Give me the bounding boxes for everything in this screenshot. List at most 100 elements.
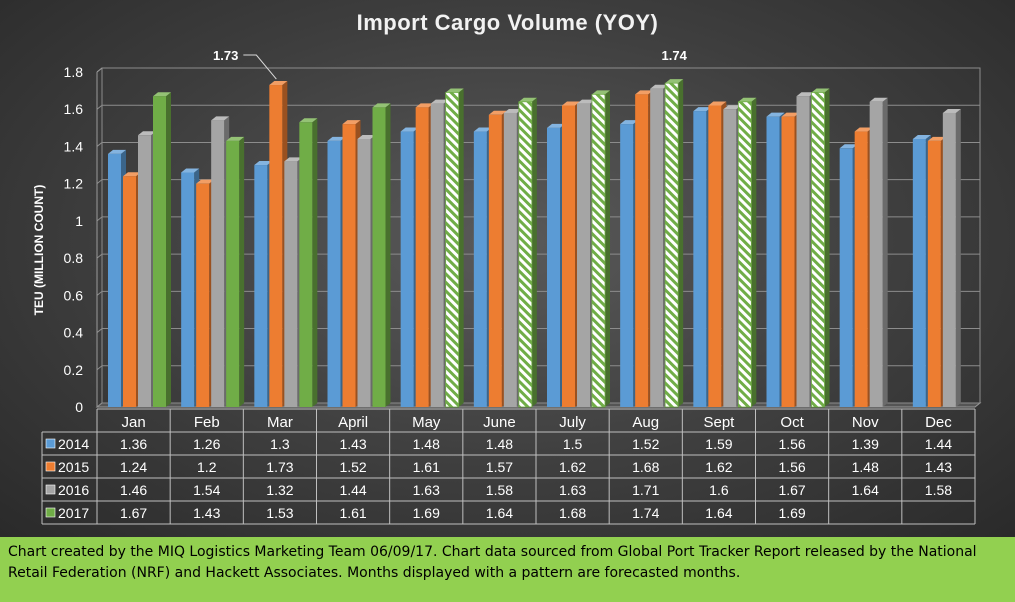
bar-front <box>327 140 341 407</box>
y-tick-label: 0 <box>75 399 83 415</box>
table-value: 1.63 <box>413 482 440 498</box>
bar-front <box>123 176 136 407</box>
bar-front <box>473 131 487 408</box>
bar-top <box>708 101 727 106</box>
x-tick-label: May <box>412 414 441 431</box>
bar-front <box>299 122 313 407</box>
table-value: 1.58 <box>925 482 952 498</box>
chart-title: Import Cargo Volume (YOY) <box>356 10 659 35</box>
table-value: 1.61 <box>339 505 366 521</box>
bar-front <box>723 109 737 407</box>
bar-front <box>488 114 502 408</box>
bar-top <box>562 101 580 106</box>
bar-side <box>531 97 537 408</box>
table-value: 1.52 <box>632 436 659 452</box>
bar-front <box>445 92 460 408</box>
bar <box>299 118 318 407</box>
y-tick-label: 1 <box>75 213 83 229</box>
data-annotation: 1.74 <box>662 48 688 63</box>
y-tick-label: 0.8 <box>64 250 84 266</box>
y-tick-label: 0.4 <box>64 325 84 341</box>
bar-front <box>708 105 722 407</box>
table-value: 1.43 <box>193 505 220 521</box>
table-value: 1.67 <box>778 482 805 498</box>
x-tick-label: Aug <box>632 414 659 431</box>
bar-top <box>269 81 288 86</box>
bar-top <box>665 79 684 84</box>
table-value: 1.32 <box>266 482 293 498</box>
bar-top <box>153 92 171 97</box>
table-value: 1.68 <box>632 459 659 475</box>
bar-front <box>781 116 795 408</box>
bar-front <box>357 139 371 407</box>
x-tick-label: Mar <box>267 414 293 431</box>
bar-top <box>781 112 800 117</box>
bar-top <box>372 103 391 108</box>
bar-front <box>108 153 121 407</box>
table-value: 1.52 <box>339 459 366 475</box>
table-value: 1.71 <box>632 482 659 498</box>
table-value: 1.44 <box>925 436 952 452</box>
bar-top <box>854 127 873 132</box>
table-value: 1.44 <box>339 482 366 498</box>
table-value: 1.3 <box>270 436 290 452</box>
bar-front <box>138 135 151 407</box>
bar <box>942 108 961 407</box>
bar-top <box>723 105 742 110</box>
bar-front <box>211 120 225 407</box>
bar-top <box>327 136 346 141</box>
y-tick-labels: 0 0.2 0.4 0.6 0.8 1 1.2 1.4 1.6 1.8 <box>64 64 84 415</box>
bar-side <box>385 103 391 407</box>
bar-top <box>400 127 419 132</box>
bar-front <box>372 107 386 407</box>
bar-front <box>839 148 853 408</box>
table-value: 1.48 <box>486 436 513 452</box>
x-tick-label: Feb <box>194 414 220 431</box>
bar-front <box>254 165 268 407</box>
bar-side <box>605 90 610 407</box>
table-value: 1.64 <box>486 505 513 521</box>
bar-front <box>415 107 429 407</box>
bar-top <box>123 172 141 177</box>
bar-top <box>738 97 757 102</box>
bar-top <box>181 168 200 173</box>
gridline-depth <box>96 365 103 371</box>
table-value: 1.69 <box>413 505 440 521</box>
bar-top <box>445 88 464 93</box>
table-value: 1.64 <box>852 482 879 498</box>
x-tick-label: June <box>483 414 516 431</box>
bar-front <box>562 105 575 407</box>
chart-plot: 0 0.2 0.4 0.6 0.8 1 1.2 1.4 1.6 1.8 1.73 1.74 Jan F… <box>41 48 982 525</box>
table-value: 1.24 <box>120 459 147 475</box>
table-value: 1.62 <box>559 459 586 475</box>
bar <box>372 103 391 407</box>
x-tick-label: July <box>559 414 586 431</box>
table-value: 1.43 <box>925 459 952 475</box>
gridline-depth <box>96 402 103 408</box>
bar-front <box>635 94 649 407</box>
bar-side <box>824 88 830 407</box>
table-value: 1.67 <box>120 505 147 521</box>
bar-front <box>912 139 926 407</box>
bar-side <box>166 92 171 407</box>
bar-side <box>458 88 464 407</box>
bar-front <box>518 101 533 408</box>
x-tick-label: Nov <box>852 414 879 431</box>
annotation-label: 1.73 <box>213 48 238 63</box>
bar-side <box>882 97 888 408</box>
table-value: 1.6 <box>709 482 729 498</box>
table-value: 1.58 <box>486 482 513 498</box>
table-value: 1.5 <box>563 436 583 452</box>
bar-side <box>312 118 318 407</box>
table-value: 1.43 <box>339 436 366 452</box>
table-value: 1.48 <box>413 436 440 452</box>
bar-top <box>811 88 830 93</box>
gridline-depth <box>96 142 103 147</box>
table-value: 1.36 <box>120 436 147 452</box>
bar-front <box>869 101 883 408</box>
bar-front <box>577 103 590 407</box>
bar-top <box>927 136 946 141</box>
y-tick-label: 1.6 <box>64 101 84 117</box>
x-tick-label: Sept <box>703 414 735 431</box>
bar-top <box>766 112 785 117</box>
